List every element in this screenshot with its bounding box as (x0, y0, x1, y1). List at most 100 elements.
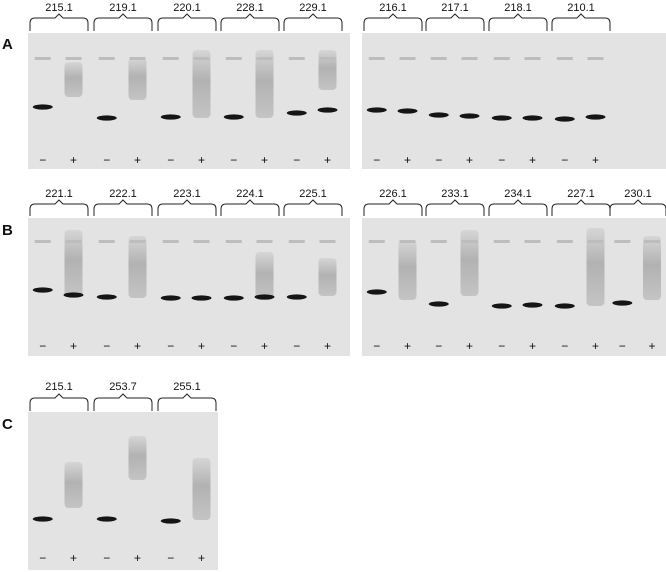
dna-band (160, 114, 181, 120)
smear-band (64, 462, 83, 508)
dna-band (317, 107, 338, 113)
smear-band (318, 50, 337, 90)
minus-sign: − (293, 339, 301, 353)
group-bracket (220, 199, 280, 216)
faint-band (368, 240, 385, 243)
faint-band (430, 240, 447, 243)
faint-band (587, 57, 604, 60)
dna-band (160, 518, 181, 524)
faint-band (461, 240, 478, 243)
plus-sign: + (197, 551, 205, 565)
smear-band (64, 62, 83, 97)
minus-sign: − (373, 153, 381, 167)
sample-label: 233.1 (441, 188, 469, 200)
faint-band (65, 57, 82, 60)
minus-sign: − (435, 339, 443, 353)
group-bracket (283, 199, 343, 216)
plus-sign: + (591, 153, 599, 167)
minus-sign: − (498, 153, 506, 167)
faint-band (193, 240, 210, 243)
plus-sign: + (528, 153, 536, 167)
group-bracket (551, 199, 611, 216)
dna-band (554, 116, 575, 122)
dna-band (459, 113, 480, 119)
faint-band (129, 57, 146, 60)
group-bracket (220, 13, 280, 31)
sample-label: 228.1 (236, 2, 264, 14)
dna-band (491, 115, 512, 121)
plus-sign: + (133, 551, 141, 565)
plus-sign: + (69, 153, 77, 167)
faint-band (34, 57, 51, 60)
plus-sign: + (528, 339, 536, 353)
faint-band (225, 240, 242, 243)
group-bracket (363, 199, 423, 216)
group-bracket (283, 13, 343, 31)
group-bracket (609, 199, 666, 216)
minus-sign: − (293, 153, 301, 167)
dna-band (96, 115, 117, 121)
faint-band (34, 240, 51, 243)
smear-band (192, 458, 211, 520)
faint-band (98, 57, 115, 60)
minus-sign: − (498, 339, 506, 353)
plus-sign: + (403, 339, 411, 353)
sample-label: 223.1 (173, 188, 201, 200)
plus-sign: + (69, 339, 77, 353)
sample-label: 222.1 (109, 188, 137, 200)
minus-sign: − (103, 153, 111, 167)
dna-band (366, 107, 387, 113)
plus-sign: + (260, 153, 268, 167)
group-bracket (29, 199, 89, 216)
smear-band (128, 58, 147, 100)
dna-band (522, 115, 543, 121)
sample-label: 255.1 (173, 381, 201, 393)
dna-band (366, 289, 387, 295)
faint-band (614, 240, 631, 243)
faint-band (556, 57, 573, 60)
minus-sign: − (103, 551, 111, 565)
smear-band (643, 236, 661, 300)
dna-band (160, 295, 181, 301)
panel-letter-b: B (2, 222, 13, 239)
group-bracket (93, 13, 153, 31)
faint-band (288, 240, 305, 243)
group-bracket (93, 393, 153, 411)
plus-sign: + (465, 153, 473, 167)
gel-image (28, 412, 218, 570)
faint-band (493, 57, 510, 60)
plus-sign: + (465, 339, 473, 353)
plus-sign: + (323, 339, 331, 353)
faint-band (461, 57, 478, 60)
minus-sign: − (167, 551, 175, 565)
sample-label: 230.1 (624, 188, 652, 200)
plus-sign: + (323, 153, 331, 167)
sample-label: 234.1 (504, 188, 532, 200)
smear-band (192, 50, 211, 118)
dna-band (286, 110, 307, 116)
faint-band (368, 57, 385, 60)
faint-band (319, 240, 336, 243)
dna-band (96, 294, 117, 300)
smear-band (255, 50, 274, 118)
group-bracket (363, 13, 423, 31)
plus-sign: + (591, 339, 599, 353)
faint-band (556, 240, 573, 243)
faint-band (399, 57, 416, 60)
plus-sign: + (197, 153, 205, 167)
faint-band (225, 57, 242, 60)
panel-letter-c: C (2, 416, 13, 433)
smear-band (460, 230, 479, 296)
minus-sign: − (618, 339, 626, 353)
faint-band (524, 57, 541, 60)
faint-band (644, 240, 660, 243)
faint-band (430, 57, 447, 60)
faint-band (587, 240, 604, 243)
dna-band (397, 108, 418, 114)
dna-band (522, 302, 543, 308)
dna-band (254, 294, 275, 300)
faint-band (162, 240, 179, 243)
smear-band (64, 230, 83, 296)
minus-sign: − (561, 153, 569, 167)
faint-band (129, 240, 146, 243)
